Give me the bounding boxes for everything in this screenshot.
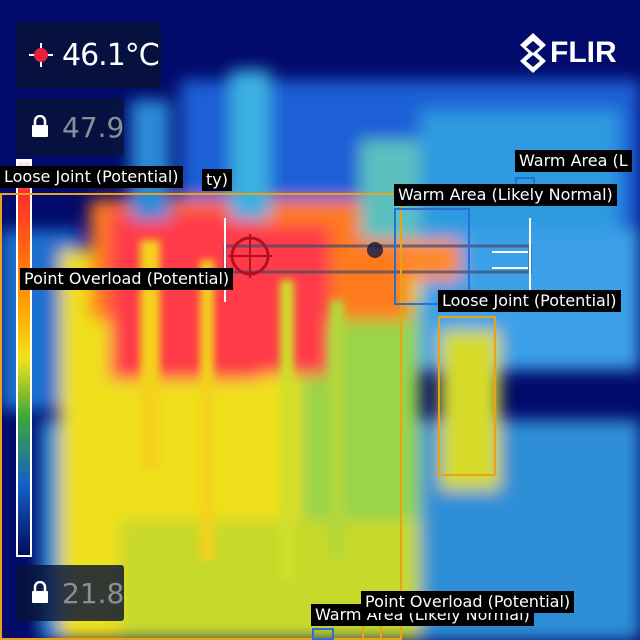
spot-temperature-panel: 46.1°C (16, 22, 161, 88)
annotation-box-loose-joint-right[interactable] (438, 316, 496, 476)
annotation-label-point-overload-left: Point Overload (Potential) (20, 268, 234, 290)
annotation-label-truncated: ty) (202, 169, 232, 191)
annotation-label-loose-joint-right: Loose Joint (Potential) (438, 290, 621, 312)
annotation-label-point-overload-bottom: Point Overload (Potential) (361, 591, 575, 613)
annotation-label-warm-area-mid: Warm Area (Likely Normal) (394, 184, 617, 206)
annotation-box-warm-bottom[interactable] (312, 628, 334, 640)
scale-max-panel: 47.9 (16, 98, 124, 156)
scale-max-value: 47.9 (62, 110, 125, 144)
spot-temperature-value: 46.1°C (62, 37, 160, 73)
temperature-scale-bar (16, 159, 32, 557)
annotation-label-warm-area-top: Warm Area (L (515, 150, 632, 172)
annotation-box-warm-mid[interactable] (394, 208, 470, 305)
flir-logo-icon (520, 33, 546, 73)
lock-icon (30, 114, 50, 139)
annotation-box-overload-large[interactable] (0, 193, 402, 640)
crosshair-spot-icon (28, 42, 54, 68)
annotation-label-loose-joint-left: Loose Joint (Potential) (0, 166, 183, 188)
flir-logo: FLIR (520, 30, 620, 76)
lock-icon (30, 580, 50, 605)
scale-min-panel: 21.8 (16, 565, 124, 621)
scale-min-value: 21.8 (62, 576, 125, 610)
